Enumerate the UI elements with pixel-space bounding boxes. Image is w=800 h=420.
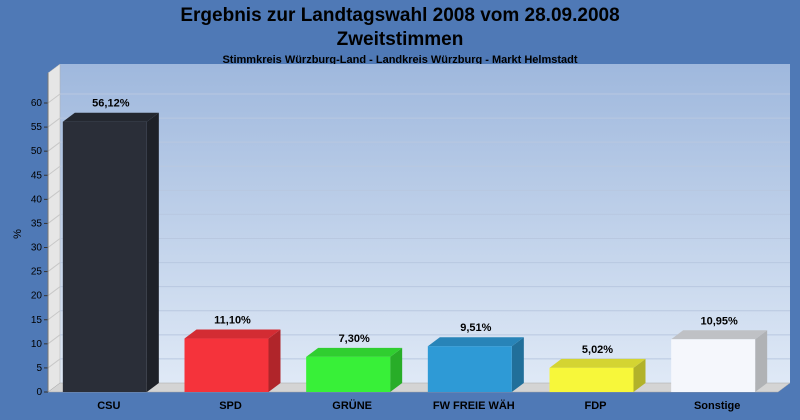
x-category-label: FW FREIE WÄH [433,399,515,412]
y-tick-label: 55 [31,122,43,133]
bar-top [62,112,159,122]
y-axis-label: % [12,229,24,239]
bar-top [306,347,403,357]
y-tick-label: 10 [31,339,43,350]
gridline-side [47,358,61,369]
bar [306,356,391,392]
plot-area: 0 5 10 15 20 25 30 35 40 45 50 55 60 56,12% CSU 11,10% S… [31,63,791,412]
x-category-label: CSU [97,400,120,412]
data-label: 10,95% [701,315,739,327]
gridline-side [47,214,61,224]
y-tick-label: 5 [36,363,42,374]
bar-side [146,112,159,393]
x-category-label: SPD [219,400,242,412]
bar [62,121,147,393]
gridline-side [47,189,61,200]
gridline-side [47,117,61,128]
y-tick-label: 60 [31,98,43,109]
chart-subtitle-main: Zweitstimmen [337,29,464,50]
bar-side [755,330,768,392]
y-tick-label: 15 [31,315,43,326]
y-tick-label: 40 [31,194,43,205]
gridline-side [47,141,61,152]
bar-side [390,347,403,392]
bar-top [427,337,524,347]
x-category-label: FDP [585,400,607,412]
bar-top [184,329,281,339]
y-tick-label: 45 [31,170,43,181]
y-tick-label: 30 [31,243,43,254]
y-tick-label: 50 [31,146,43,157]
bar-side [268,329,281,392]
bar-side [633,358,646,392]
gridline-side [47,262,61,272]
y-tick-label: 20 [31,291,43,302]
bar-top [549,358,646,368]
bar [549,367,634,392]
y-tick-label: 25 [31,267,43,278]
data-label: 5,02% [582,344,613,356]
back-wall [60,64,790,383]
data-label: 9,51% [460,322,491,334]
bar-top [671,330,768,340]
y-tick-label: 35 [31,218,43,229]
gridline-side [47,310,61,321]
bar-side [511,337,524,392]
gridline-side [47,238,61,248]
data-label: 11,10% [214,315,251,327]
y-tick-label: 0 [36,387,42,398]
bar [184,338,269,392]
gridline-side [47,165,61,176]
x-category-label: Sonstige [694,400,740,412]
bar [427,346,512,392]
chart-title: Ergebnis zur Landtagswahl 2008 vom 28.09… [180,5,619,26]
gridline-side [47,286,61,297]
data-label: 56,12% [92,98,130,110]
x-category-label: GRÜNE [332,399,372,412]
chart-subtitle: Stimmkreis Würzburg-Land - Landkreis Wür… [222,54,577,66]
gridline-side [47,93,61,104]
bar [671,339,756,392]
data-label: 7,30% [339,333,370,345]
gridline-side [47,334,61,345]
